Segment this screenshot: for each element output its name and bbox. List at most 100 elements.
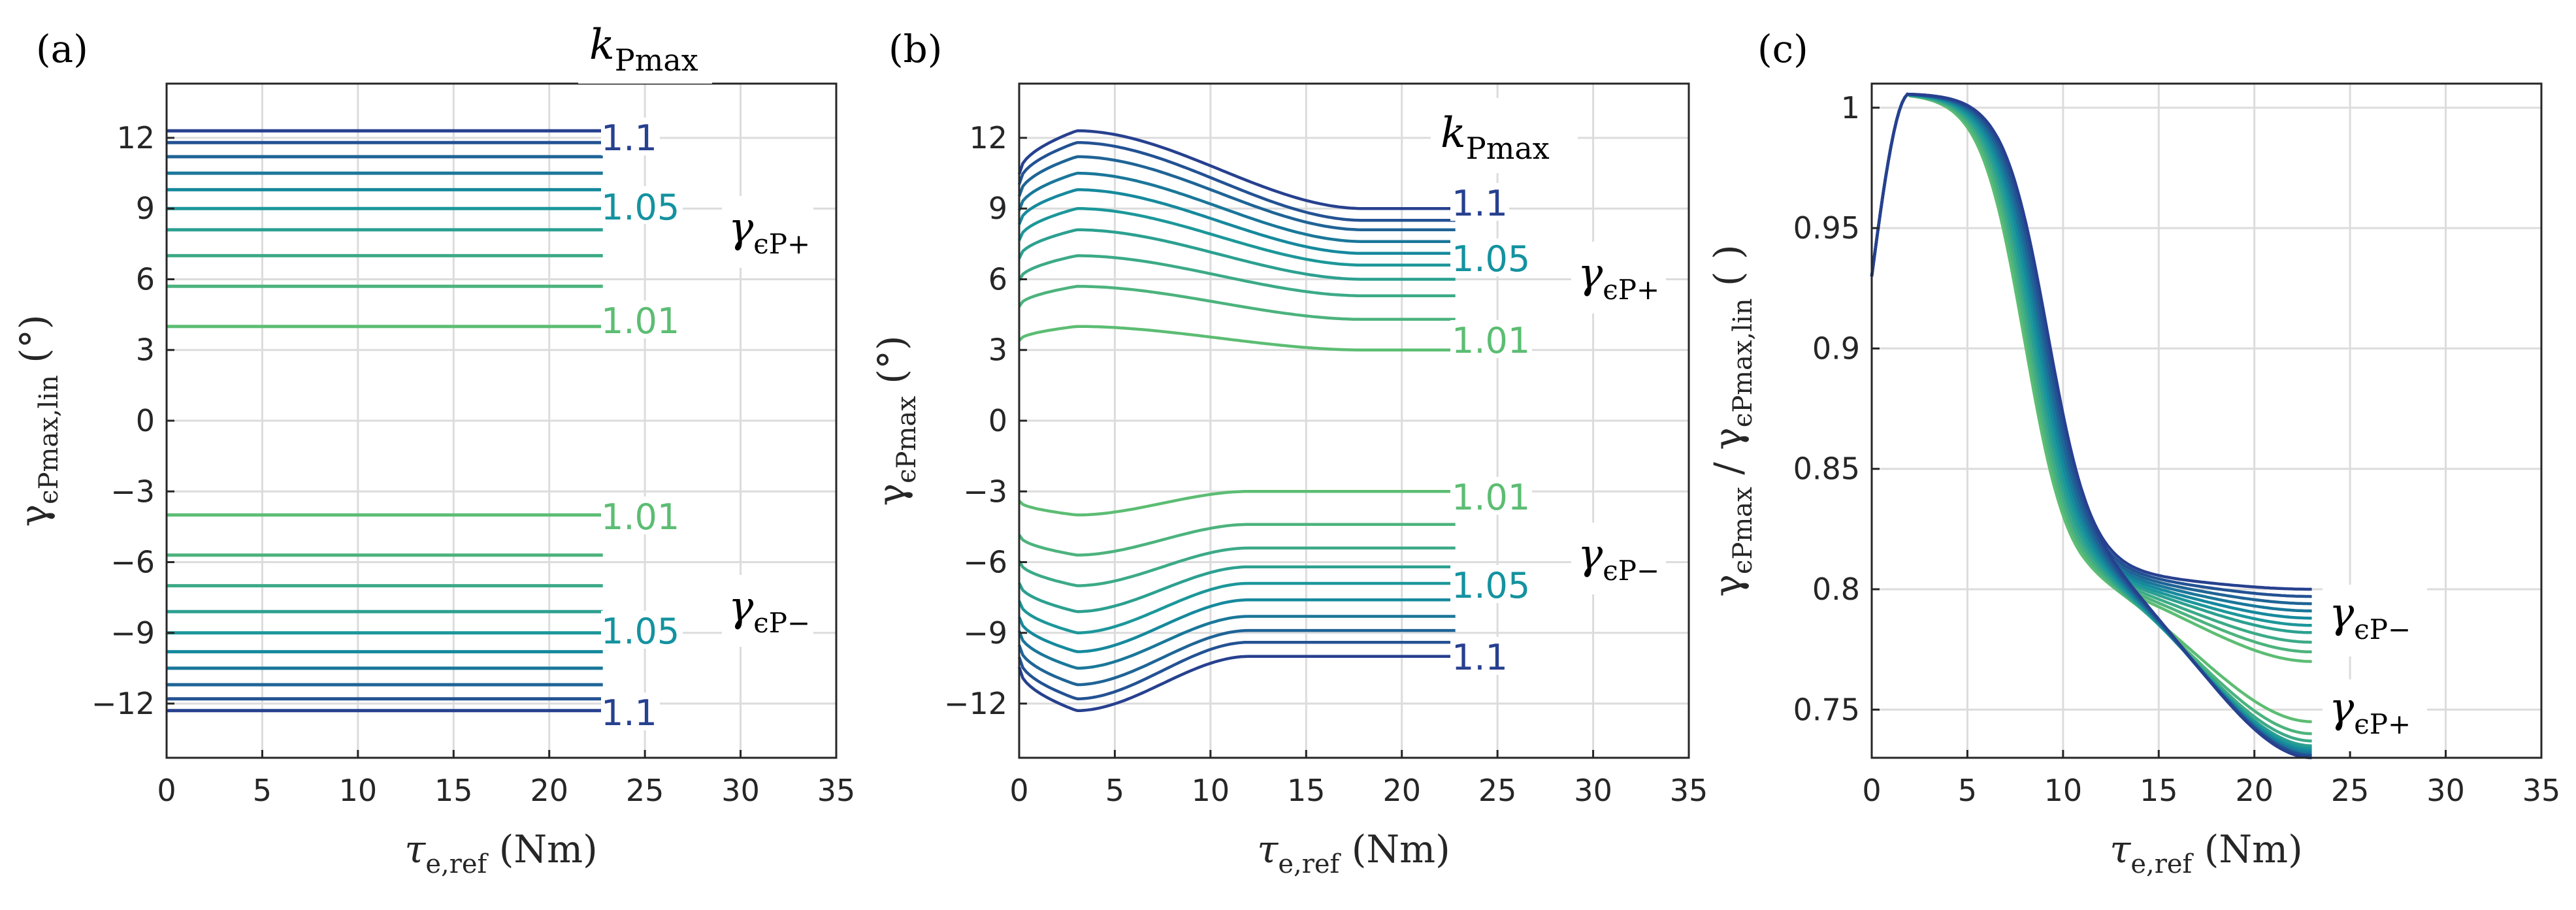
x-tick-label: 0 [157,773,176,808]
x-tick-label: 20 [530,773,568,808]
panel-c: (c) 0 5 10 15 20 25 30 35 1 0.95 0.9 0.85 0.8 0.75 τ… [1706,27,2560,879]
panel-c-group-label-plus: γϵP+ [2329,684,2411,740]
series-line-neg-k1.02 [1018,523,1456,557]
panel-a-ylabel: γϵPmax,lin (°) [12,314,64,527]
y-tick-label: −6 [110,545,155,580]
panel-a-label-1.1-neg-bg [601,692,660,730]
y-tick-label: 3 [988,333,1007,368]
series-line-pos-k1.08 [1017,155,1456,231]
series-line-plus-k1.07 [1870,92,2312,755]
panel-b-group-label-pos: γϵP+ [1578,250,1659,306]
panel-b-label: (b) [889,27,942,71]
series-line-neg-k1.07 [1017,615,1456,670]
panel-b-series-label-1.01-pos: 1.01 [1452,320,1530,361]
series-line-neg-k1.03 [1018,546,1456,587]
panel-c-ylabel: γϵPmax / γϵPmax,lin ( ) [1706,244,1758,596]
series-line-neg-k1.01 [1018,490,1456,517]
panel-c-xlabel: τe,ref (Nm) [2110,827,2303,879]
y-tick-label: 3 [136,333,155,368]
y-tick-label: 0.75 [1793,692,1860,727]
panel-b-label-1.1-neg-bg [1450,637,1509,675]
x-tick-label: 35 [2522,773,2561,808]
panel-a-label: (a) [36,27,88,71]
series-line-plus-k1.06 [1870,92,2312,753]
y-tick-label: 1 [1841,90,1860,125]
panel-c-grid [1870,84,2543,758]
panel-c-xticks: 0 5 10 15 20 25 30 35 [1862,750,2560,808]
y-tick-label: 12 [116,120,155,155]
series-line-plus-k1.1 [1870,92,2312,760]
series-line-neg-k1.08 [1017,628,1456,687]
x-tick-label: 10 [339,773,378,808]
panel-b-xlabel: τe,ref (Nm) [1257,827,1450,879]
panel-a-xlabel: τe,ref (Nm) [404,827,598,879]
panel-a-grid [165,84,838,758]
y-tick-label: 6 [988,261,1007,297]
x-tick-label: 0 [1009,773,1028,808]
panel-b-group-label-neg: γϵP− [1578,530,1659,587]
y-tick-label: 0.95 [1793,210,1860,246]
panel-b-legend-title-bg [1431,98,1578,173]
panel-a-label-1.01-pos-bg [601,301,683,338]
panel-b-label-1.1-pos-bg [1450,183,1509,221]
y-tick-label: −3 [110,474,155,509]
series-line-pos-k1.06 [1017,188,1456,255]
series-line-pos-k1.03 [1018,254,1456,298]
panel-b-label-1.01-pos-bg [1450,320,1532,358]
y-tick-label: 12 [969,120,1007,155]
y-tick-label: −9 [110,615,155,651]
panel-a-xticks: 0 5 10 15 20 25 30 35 [157,750,855,808]
y-tick-label: −6 [963,545,1007,580]
x-tick-label: 10 [2044,773,2083,808]
panel-a-group-label-pos: γϵP+ [728,204,810,260]
series-line-neg-k1.1 [1017,655,1456,713]
panel-b-series-label-1.1-neg: 1.1 [1452,637,1508,678]
panel-a-series-label-1.1-pos: 1.1 [601,118,657,159]
panel-b-series-label-1.05-neg: 1.05 [1452,565,1530,606]
series-line-minus-k1.01 [1870,92,2312,663]
series-line-neg-k1.05 [1017,581,1456,635]
series-line-pos-k1.01 [1018,325,1456,351]
panel-a-label-1.1-pos-bg [601,118,660,155]
x-tick-label: 25 [1478,773,1517,808]
x-tick-label: 15 [434,773,473,808]
panel-a-legend-title-bg [578,13,712,84]
panel-b-label-1.01-neg-bg [1450,477,1532,515]
x-tick-label: 30 [1574,773,1612,808]
x-tick-label: 30 [721,773,760,808]
x-tick-label: 30 [2426,773,2465,808]
panel-c-yticks: 1 0.95 0.9 0.85 0.8 0.75 [1793,90,1880,727]
panel-a-label-1.05-pos-bg [601,186,683,224]
panel-a-group-pos-bg [722,196,813,268]
panel-a-yticks: 12 9 6 3 0 −3 −6 −9 −12 [91,120,174,721]
panel-a-group-neg-bg [722,575,813,647]
y-tick-label: 0.85 [1793,451,1860,487]
y-tick-label: 9 [136,191,155,226]
panel-b-legend-title: kPmax [1441,109,1550,166]
x-tick-label: 25 [2331,773,2370,808]
x-tick-label: 0 [1862,773,1881,808]
x-tick-label: 20 [1382,773,1421,808]
panel-a-legend-title: kPmax [589,21,698,78]
panel-a-series-label-1.1-neg: 1.1 [601,692,657,734]
y-tick-label: −9 [963,615,1007,651]
series-line-plus-k1.08 [1870,92,2312,757]
y-tick-label: 9 [988,191,1007,226]
panel-a-series-label-1.05-neg: 1.05 [601,611,679,652]
panel-b-yticks: 12 9 6 3 0 −3 −6 −9 −12 [944,120,1027,721]
x-tick-label: 20 [2235,773,2274,808]
x-tick-label: 5 [253,773,272,808]
panel-b-group-neg-bg [1571,523,1666,594]
series-line-pos-k1.07 [1017,171,1456,244]
series-line-pos-k1.05 [1017,206,1456,267]
panel-c-series [1870,92,2312,760]
x-tick-label: 15 [1287,773,1326,808]
panel-a-series-label-1.05-pos: 1.05 [601,187,679,228]
y-tick-label: 0 [136,403,155,438]
series-line-plus-k1.09 [1870,92,2312,757]
panel-b-label-1.05-neg-bg [1450,565,1532,603]
series-line-plus-k1.05 [1870,92,2312,750]
series-line-plus-k1.03 [1870,92,2312,743]
